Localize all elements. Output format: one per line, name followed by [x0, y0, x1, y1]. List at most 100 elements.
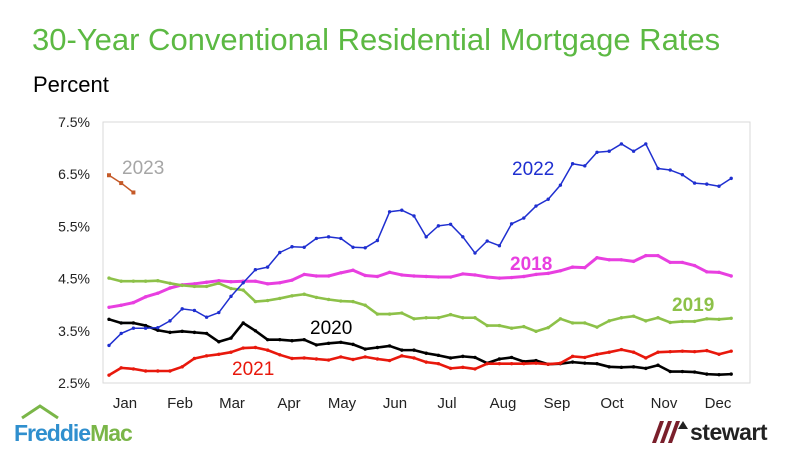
data-point [607, 149, 611, 153]
data-point [570, 162, 575, 166]
series-line-2020 [108, 318, 732, 376]
data-point [461, 272, 465, 276]
data-point [326, 274, 331, 278]
data-point [119, 321, 123, 325]
data-point [400, 208, 404, 212]
data-point [534, 204, 538, 208]
data-point [192, 330, 197, 335]
x-tick-label: Mar [219, 395, 245, 412]
data-point [253, 268, 258, 272]
x-tick-label: Oct [600, 395, 624, 412]
data-point [314, 236, 319, 241]
data-point [168, 369, 172, 373]
data-point [436, 353, 441, 358]
data-point [656, 316, 660, 320]
data-point [680, 369, 685, 374]
data-point [180, 307, 184, 311]
data-point [595, 352, 599, 356]
data-point [692, 370, 697, 374]
data-point [619, 365, 624, 370]
data-point [278, 250, 282, 255]
data-point [290, 356, 294, 361]
data-point [558, 361, 563, 365]
data-point [265, 282, 270, 286]
data-point [131, 300, 136, 305]
data-point [265, 265, 270, 269]
data-point [546, 362, 550, 366]
series-2020 [107, 317, 733, 377]
data-point [729, 316, 733, 320]
x-tick-label: Aug [490, 395, 517, 412]
data-point [192, 282, 197, 286]
data-point [265, 298, 270, 303]
data-point [278, 337, 282, 342]
data-point [168, 281, 172, 285]
data-point [680, 349, 685, 353]
data-point [558, 317, 563, 321]
series-label-2020: 2020 [310, 318, 352, 339]
data-point [253, 279, 258, 283]
house-roof-icon [21, 404, 59, 420]
data-point [509, 355, 514, 360]
series-2021 [107, 345, 733, 377]
data-point [473, 273, 477, 277]
data-point [497, 323, 502, 328]
data-point [534, 272, 538, 277]
data-point [204, 315, 209, 319]
data-point [619, 258, 624, 262]
data-point [692, 319, 697, 324]
data-point [192, 308, 197, 313]
data-point [217, 281, 221, 285]
data-point [656, 350, 660, 354]
data-point [131, 190, 136, 195]
data-point [424, 316, 428, 320]
data-point [570, 360, 575, 364]
data-point [351, 245, 355, 249]
data-point [485, 239, 489, 243]
data-point [339, 299, 343, 303]
data-point [448, 312, 453, 317]
series-label-2019: 2019 [672, 295, 714, 316]
data-point [631, 259, 636, 264]
data-point [107, 276, 111, 280]
data-point [253, 299, 258, 304]
data-point [534, 361, 538, 365]
data-point [497, 276, 502, 280]
data-point [363, 347, 367, 351]
data-point [558, 183, 563, 187]
data-point [619, 316, 624, 320]
data-point [229, 350, 233, 354]
data-point [656, 363, 660, 367]
data-point [619, 347, 624, 352]
data-point [204, 331, 209, 336]
data-point [485, 361, 489, 366]
series-label-2018: 2018 [510, 254, 552, 275]
data-point [180, 365, 184, 369]
data-point [717, 184, 721, 188]
y-tick-label: 4.5% [58, 271, 90, 287]
x-tick-label: Jun [383, 395, 407, 412]
data-point [631, 314, 636, 318]
y-tick-label: 2.5% [58, 375, 90, 391]
data-point [387, 210, 392, 214]
data-point [180, 283, 184, 288]
data-point [253, 345, 258, 350]
data-point [522, 274, 526, 279]
data-point [241, 321, 245, 325]
data-point [131, 326, 136, 330]
data-point [497, 361, 502, 366]
data-point [204, 280, 209, 284]
logo-mac: Mac [90, 420, 133, 446]
data-point [705, 348, 709, 353]
data-point [339, 236, 343, 241]
data-point [668, 260, 672, 265]
data-point [583, 355, 587, 360]
data-point [546, 325, 550, 330]
data-point [290, 245, 294, 249]
data-point [436, 275, 441, 279]
y-tick-label: 5.5% [58, 218, 90, 234]
series-line-2021 [108, 346, 732, 377]
data-point [290, 294, 294, 298]
data-point [375, 357, 380, 361]
data-point [436, 224, 441, 228]
